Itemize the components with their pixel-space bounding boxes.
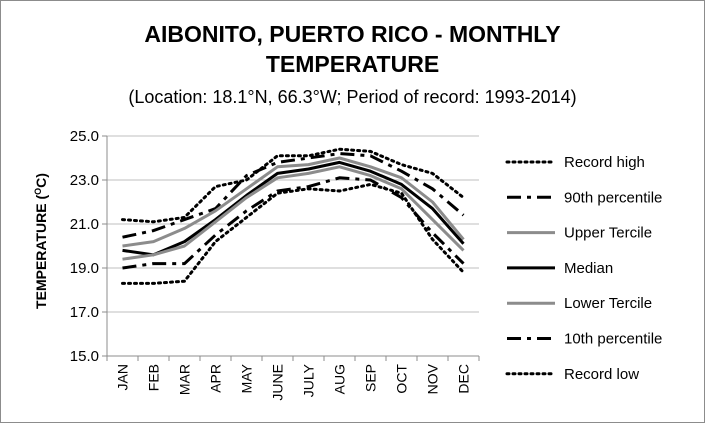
series-line [122,165,465,261]
y-tick-label: 17.0 [70,304,99,321]
chart-subtitle: (Location: 18.1°N, 66.3°W; Period of rec… [128,87,577,107]
y-axis-label-superscript: O [33,188,43,195]
x-tick-label: OCT [394,364,410,394]
legend-label: Record high [564,154,645,171]
y-tick-label: 25.0 [70,128,99,145]
x-tick-label: DEC [456,364,472,394]
legend-label: Median [564,260,613,277]
legend-label: 90th percentile [564,189,662,206]
gridlines [107,135,479,313]
axes [102,135,480,361]
series-line [121,147,465,224]
x-tick-label: MAY [239,363,255,393]
y-axis-label-prefix: TEMPERATURE ( [33,195,49,309]
y-tick-label: 21.0 [70,216,99,233]
x-tick-label: JAN [115,364,131,390]
x-tick-label: SEP [363,364,379,392]
legend-label: Record low [564,366,639,383]
x-tick-labels: JAN FEB MAR APR MAY JUNE JULY AUG SEP OCT NOV DEC [115,363,472,400]
chart-title-line-2: TEMPERATURE [265,51,440,77]
x-tick-label: FEB [146,364,162,391]
chart-title-line-1: AIBONITO, PUERTO RICO - MONTHLY [144,21,561,47]
x-tick-label: AUG [332,364,348,394]
x-tick-label: JULY [301,363,317,397]
y-axis-label-suffix: C) [33,173,49,188]
series-line [121,182,465,285]
series-line [122,152,465,239]
y-tick-label: 23.0 [70,172,99,189]
series-lines [121,147,465,285]
x-tick-label: JUNE [270,364,286,401]
y-tick-label: 19.0 [70,260,99,277]
legend-label: Upper Tercile [564,225,652,242]
y-tick-label: 15.0 [70,348,99,365]
series-line [122,156,465,248]
legend-label: 10th percentile [564,331,662,348]
y-axis-label: TEMPERATURE (OC) [33,173,49,309]
y-tick-labels: 15.0 17.0 19.0 21.0 23.0 25.0 [70,128,99,365]
chart-title: AIBONITO, PUERTO RICO - MONTHLY TEMPERAT… [1,19,704,79]
series-line [122,160,465,257]
legend: Record high 90th percentile Upper Tercile M… [505,154,662,383]
x-tick-label: NOV [425,363,441,394]
legend-label: Lower Tercile [564,295,652,312]
x-tick-label: APR [208,364,224,393]
x-tick-label: MAR [177,364,193,395]
